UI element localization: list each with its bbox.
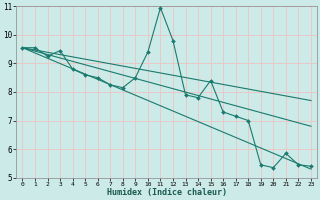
X-axis label: Humidex (Indice chaleur): Humidex (Indice chaleur) [107,188,227,197]
